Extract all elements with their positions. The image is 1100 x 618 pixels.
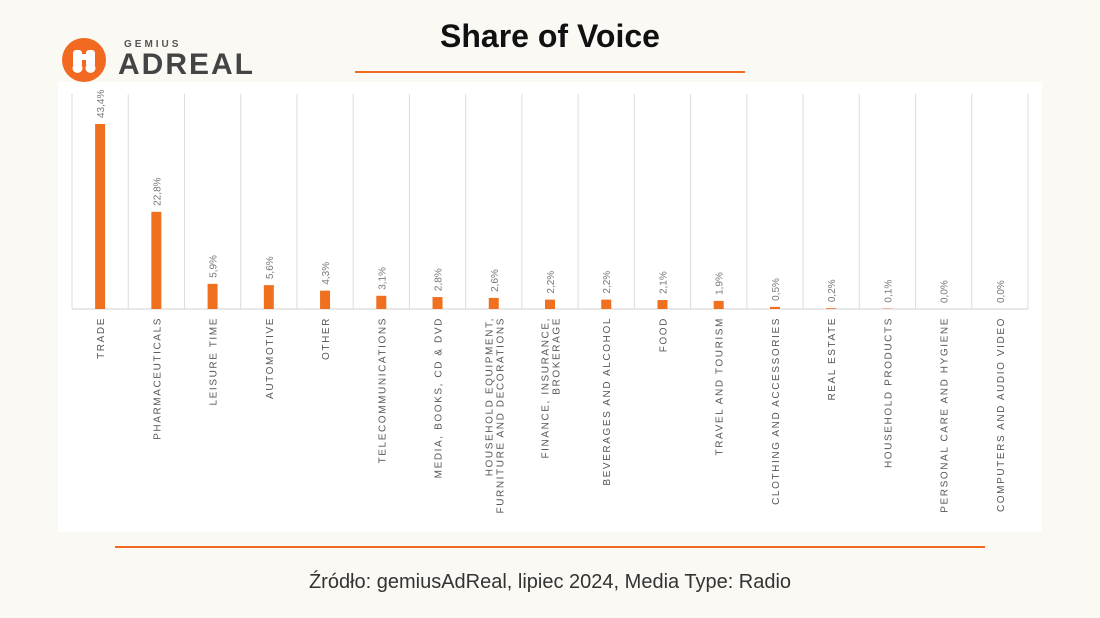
bar-9 bbox=[545, 299, 555, 309]
value-label: 1,9% bbox=[715, 272, 726, 295]
category-label: LEISURE TIME bbox=[209, 317, 220, 405]
value-label: 0,5% bbox=[771, 278, 782, 301]
bar-12 bbox=[713, 300, 724, 309]
category-label: FINANCE, INSURANCE, bbox=[541, 317, 552, 459]
bar-3 bbox=[207, 283, 218, 309]
category-label: BEVERAGES AND ALCOHOL bbox=[602, 317, 613, 486]
value-label: 0,2% bbox=[827, 279, 838, 302]
value-label: 0,0% bbox=[996, 280, 1007, 303]
bar-7 bbox=[432, 297, 443, 309]
value-label: 2,2% bbox=[602, 271, 613, 294]
category-label: TRAVEL AND TOURISM bbox=[715, 317, 726, 455]
category-label: FURNITURE AND DECORATIONS bbox=[495, 317, 506, 514]
category-label: TELECOMMUNICATIONS bbox=[377, 317, 388, 463]
category-label: HOUSEHOLD EQUIPMENT, bbox=[484, 317, 495, 476]
bar-6 bbox=[376, 295, 387, 309]
bar-1 bbox=[95, 124, 106, 309]
bar-4 bbox=[263, 285, 274, 309]
title-underline bbox=[355, 71, 745, 73]
value-label: 2,2% bbox=[546, 271, 557, 294]
category-label: COMPUTERS AND AUDIO VIDEO bbox=[996, 317, 1007, 512]
bar-5 bbox=[320, 290, 331, 309]
category-label: MEDIA, BOOKS, CD & DVD bbox=[434, 317, 445, 478]
value-label: 0,0% bbox=[940, 280, 951, 303]
brand-top-text: GEMIUS bbox=[124, 39, 182, 50]
value-label: 22,8% bbox=[152, 177, 163, 205]
bar-2 bbox=[151, 211, 162, 309]
category-label: HOUSEHOLD PRODUCTS bbox=[883, 317, 894, 468]
category-label: PHARMACEUTICALS bbox=[152, 317, 163, 440]
bottom-rule bbox=[115, 546, 985, 548]
value-label: 5,9% bbox=[209, 255, 220, 278]
category-label: OTHER bbox=[321, 317, 332, 360]
category-label: REAL ESTATE bbox=[827, 317, 838, 401]
source-note: Źródło: gemiusAdReal, lipiec 2024, Media… bbox=[308, 571, 792, 593]
category-label: TRADE bbox=[96, 317, 107, 359]
category-label: FOOD bbox=[658, 317, 669, 352]
page-title: Share of Voice bbox=[440, 18, 660, 54]
bar-13 bbox=[769, 306, 780, 309]
value-label: 43,4% bbox=[96, 90, 107, 118]
bar-8 bbox=[488, 297, 499, 309]
category-label: AUTOMOTIVE bbox=[265, 317, 276, 399]
bar-11 bbox=[657, 300, 668, 309]
value-label: 3,1% bbox=[377, 267, 388, 290]
category-label: BROKERAGE bbox=[552, 317, 563, 395]
bar-14 bbox=[826, 308, 837, 309]
category-label: PERSONAL CARE AND HYGIENE bbox=[940, 317, 951, 513]
value-label: 2,8% bbox=[434, 268, 445, 291]
chart-area: 43,4% TRADE 22,8% PHARMACEUTICALS 5,9% LEISUR… bbox=[58, 82, 1042, 532]
value-label: 0,1% bbox=[883, 280, 894, 303]
value-label: 5,6% bbox=[265, 256, 276, 279]
brand-main-text: ADREAL bbox=[118, 48, 255, 81]
value-label: 2,1% bbox=[658, 271, 669, 294]
brand-logo: GEMIUS ADREAL bbox=[62, 38, 255, 82]
bar-10 bbox=[601, 299, 612, 309]
category-label: CLOTHING AND ACCESSORIES bbox=[771, 317, 782, 505]
value-label: 2,6% bbox=[490, 269, 501, 292]
binoculars-icon bbox=[62, 38, 106, 82]
value-label: 4,3% bbox=[321, 262, 332, 285]
share-of-voice-chart: 43,4% TRADE 22,8% PHARMACEUTICALS 5,9% LEISUR… bbox=[71, 90, 1029, 514]
